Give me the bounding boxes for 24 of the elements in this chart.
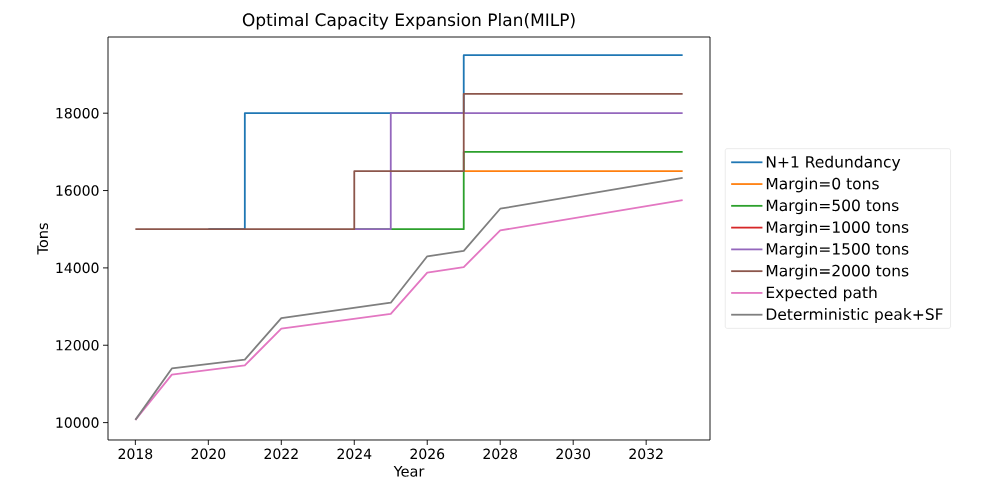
chart-title: Optimal Capacity Expansion Plan(MILP) — [242, 13, 575, 30]
legend-label: Expected path — [766, 286, 877, 302]
x-tick-label: 2026 — [410, 448, 445, 460]
legend-label: Margin=500 tons — [766, 199, 899, 215]
y-tick-label: 14000 — [56, 262, 99, 274]
legend-label: Deterministic peak+SF — [766, 308, 943, 324]
x-tick-label: 2018 — [118, 448, 153, 460]
legend-label: N+1 Redundancy — [766, 155, 901, 171]
x-axis-title: Year — [393, 465, 425, 477]
y-tick-label: 10000 — [56, 417, 99, 428]
y-tick-label: 16000 — [56, 185, 99, 196]
legend-label: Margin=1500 tons — [766, 242, 909, 258]
x-tick-label: 2022 — [264, 448, 298, 460]
legend-label: Margin=2000 tons — [766, 264, 909, 280]
x-tick-label: 2030 — [556, 448, 591, 460]
y-tick-label: 18000 — [56, 107, 99, 119]
x-tick-label: 2020 — [191, 448, 226, 460]
y-axis-title: Tons — [37, 223, 49, 255]
x-tick-label: 2028 — [483, 448, 518, 460]
legend-label: Margin=0 tons — [766, 177, 879, 193]
x-tick-label: 2024 — [337, 448, 372, 460]
legend-label: Margin=1000 tons — [766, 220, 909, 236]
x-tick-label: 2032 — [629, 448, 663, 460]
y-tick-label: 12000 — [56, 339, 99, 351]
